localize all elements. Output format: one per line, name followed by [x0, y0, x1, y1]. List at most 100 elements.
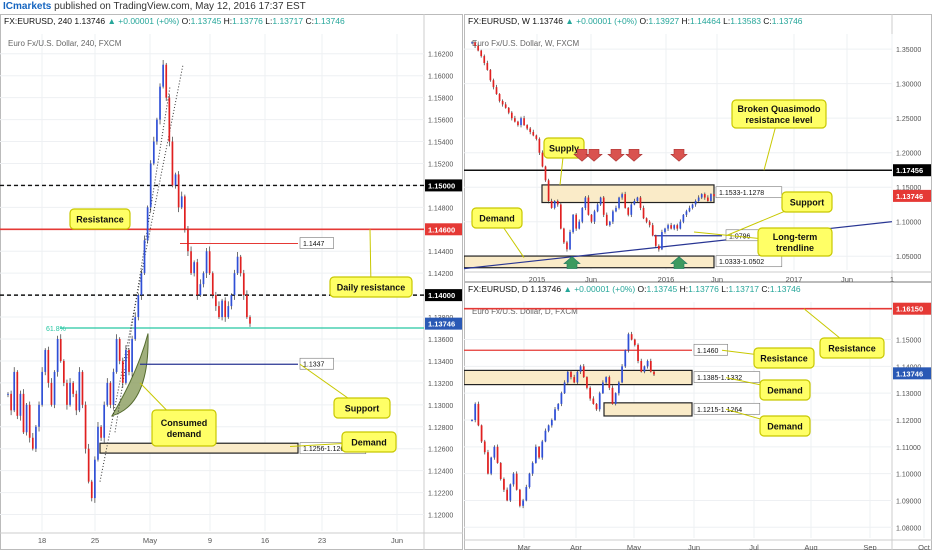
- y-tick-label: 1.12800: [428, 425, 453, 432]
- candle-body: [519, 489, 521, 506]
- candle-body: [544, 166, 547, 181]
- label-1337: 1.1337: [303, 362, 325, 369]
- candle-body: [590, 214, 593, 222]
- y-tick-label: 1.09000: [896, 498, 921, 505]
- candle-body: [59, 339, 62, 361]
- candle-body: [713, 194, 715, 197]
- note-resistance-d2: Resistance: [760, 354, 808, 364]
- note-demand-d2-box: [759, 415, 811, 437]
- y-tick-label: 1.15000: [896, 185, 921, 192]
- note-demand-w: Demand: [479, 214, 515, 224]
- candle-body: [218, 306, 220, 318]
- candle-body: [507, 107, 510, 113]
- candle-body: [589, 387, 592, 399]
- brand-logo[interactable]: ICmarkets: [3, 1, 52, 12]
- candle-body: [143, 240, 146, 274]
- note-consumed-demand: Consumed: [161, 418, 208, 428]
- candle-body: [627, 334, 630, 351]
- candle-body: [544, 430, 547, 442]
- candle-body: [477, 403, 480, 426]
- chart-legend: Euro Fx/U.S. Dollar, D, FXCM: [472, 307, 578, 316]
- label-demand-daily-1-box: [693, 371, 761, 383]
- note-resistance-box: [69, 208, 131, 230]
- candle-body: [584, 197, 587, 208]
- candle-body: [171, 141, 174, 186]
- x-tick-label: 2016: [658, 275, 675, 282]
- candle-body: [146, 207, 149, 241]
- x-tick-label: 18: [38, 536, 46, 545]
- note-demand-d2: Demand: [767, 422, 803, 432]
- candle-body: [643, 366, 646, 372]
- candle-body: [615, 207, 617, 212]
- candle-body: [31, 437, 34, 449]
- candle-body: [598, 393, 601, 410]
- candle-body: [547, 180, 550, 201]
- candle-body: [94, 459, 96, 499]
- note-quasimodo: resistance level: [745, 115, 812, 125]
- candle-body: [498, 94, 501, 101]
- candle-body: [174, 174, 177, 186]
- candle-body: [486, 62, 489, 70]
- candle-body: [50, 382, 53, 405]
- demand-arrow: [670, 256, 688, 269]
- note-support-box: [333, 397, 391, 419]
- candle-body: [608, 377, 611, 388]
- candle-body: [211, 273, 214, 296]
- candle-body: [566, 242, 568, 250]
- y-tick-label: 1.20000: [896, 151, 921, 158]
- candle-body: [183, 196, 186, 230]
- demand-zone-weekly: [464, 255, 715, 269]
- candle-body: [517, 121, 519, 126]
- candle-body: [84, 404, 87, 449]
- candle-body: [694, 200, 697, 205]
- candle-body: [621, 194, 623, 198]
- candle-body: [633, 200, 636, 205]
- badge-17456: [893, 164, 931, 177]
- x-tick-label: Jul: [749, 543, 759, 550]
- supply-zone-weekly: [541, 184, 715, 204]
- y-tick-label: 1.13600: [428, 337, 453, 344]
- x-tick-label: 2015: [529, 275, 546, 282]
- candle-body: [134, 317, 137, 340]
- chart-header: FX:EURUSD, W 1.13746 ▲ +0.00001 (+0%) O:…: [468, 16, 803, 26]
- candle-body: [69, 382, 71, 405]
- candle-body: [528, 473, 531, 488]
- chart-weekly: 1.35000 1.30000 1.25000 1.20000 1.15000 1.100…: [464, 14, 932, 282]
- candle-body: [550, 200, 553, 208]
- candle-body: [19, 393, 22, 416]
- resistance-arrow: [625, 148, 643, 162]
- label-1460: 1.1460: [697, 348, 719, 355]
- candle-body: [563, 382, 566, 394]
- note-support-w-box: [781, 191, 833, 213]
- candle-body: [224, 300, 227, 318]
- y-tick-label: 1.15600: [428, 118, 453, 125]
- candle-body: [581, 207, 584, 222]
- candle-body: [531, 462, 534, 474]
- chart-header: FX:EURUSD, 240 1.13746 ▲ +0.00001 (+0%) …: [4, 16, 345, 26]
- note-quasimodo-box: [731, 99, 827, 129]
- candle-body: [35, 426, 37, 449]
- label-demand-daily-1: 1.1385-1.1332: [697, 375, 742, 382]
- candle-body: [529, 128, 532, 132]
- note-consumed-demand: demand: [167, 429, 202, 439]
- candle-body: [554, 409, 556, 420]
- candle-body: [471, 420, 473, 421]
- candle-body: [520, 118, 522, 126]
- candle-body: [199, 284, 202, 296]
- candle-body: [190, 251, 192, 274]
- candle-body: [499, 462, 502, 479]
- candle-body: [691, 204, 694, 208]
- badge-1400-text: 1.14000: [428, 291, 455, 300]
- candle-body: [125, 349, 127, 383]
- candle-body: [56, 339, 59, 372]
- candle-body: [103, 404, 106, 438]
- candle-body: [66, 382, 68, 405]
- candle-body: [532, 131, 535, 136]
- candle-body: [556, 200, 559, 205]
- candle-body: [492, 80, 495, 88]
- candle-body: [697, 197, 700, 201]
- candle-body: [602, 382, 604, 394]
- candle-body: [137, 295, 140, 318]
- x-tick-label: Sep: [863, 543, 876, 550]
- candle-body: [523, 118, 525, 126]
